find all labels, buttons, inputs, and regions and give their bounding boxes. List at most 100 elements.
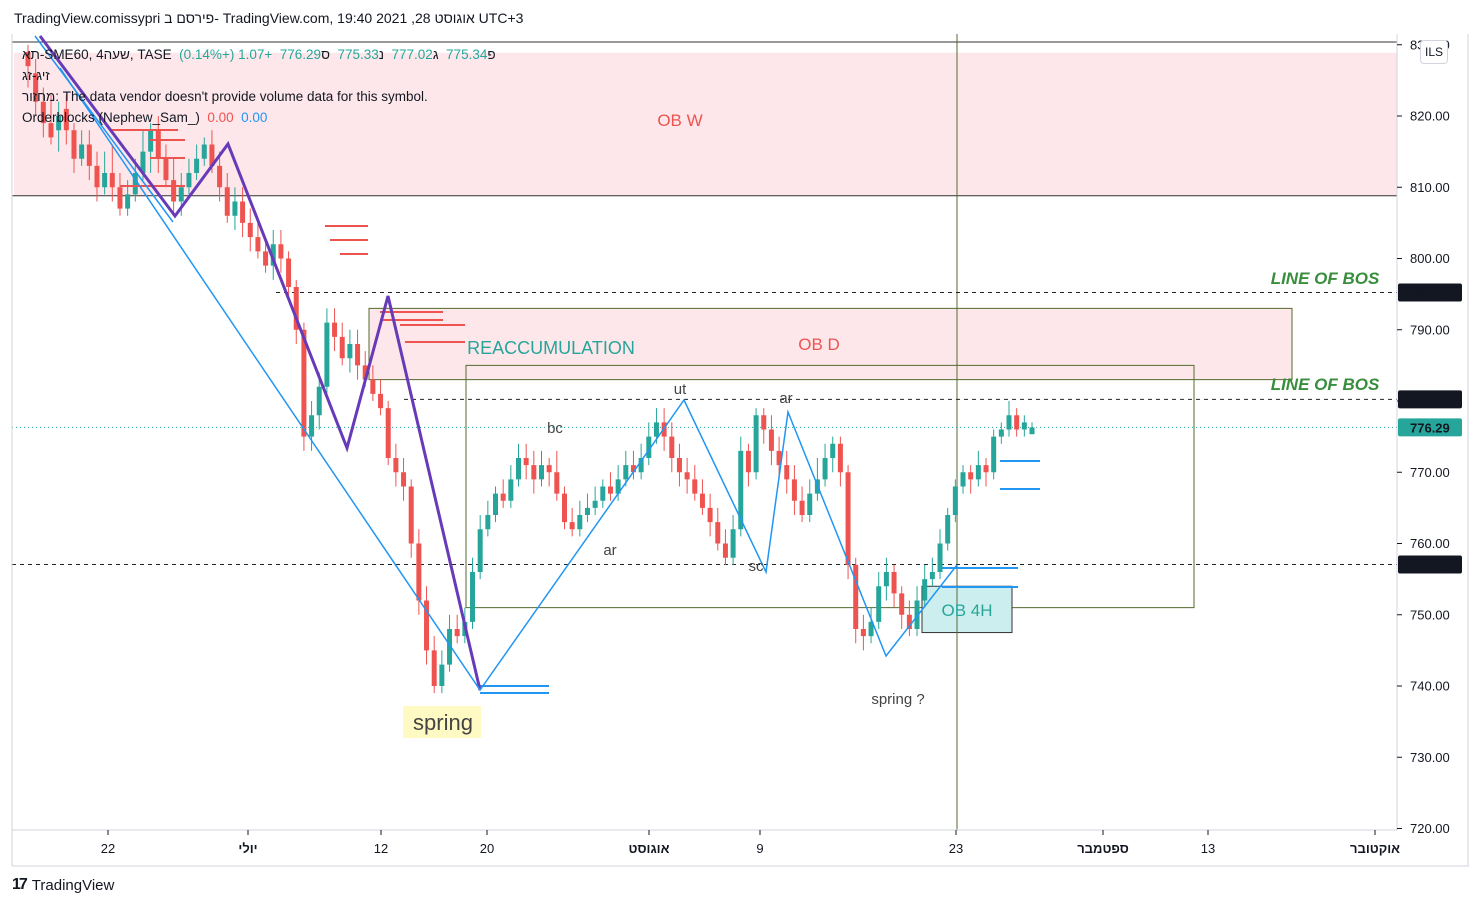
candle-body — [286, 258, 292, 287]
candle-body — [975, 465, 981, 480]
candle-body — [125, 194, 131, 209]
candle-body — [79, 144, 85, 159]
x-tick-label: אוגוסט — [629, 841, 670, 856]
zone-ob-w — [14, 52, 1397, 196]
candle-body — [447, 629, 453, 665]
candle-body — [247, 222, 253, 238]
candle-body — [232, 201, 238, 216]
legend-zigzag[interactable]: זיג-זג — [22, 68, 50, 83]
candle-body — [577, 515, 583, 530]
candle-body — [584, 507, 590, 515]
candle-body — [56, 116, 62, 131]
candle-body — [500, 493, 506, 501]
legend-high: 777.02 — [391, 47, 433, 62]
x-tick-label: 22 — [101, 841, 115, 856]
candle-body — [493, 493, 499, 515]
candle-body — [554, 472, 560, 494]
candle-body — [692, 479, 698, 494]
annotation-label: ar — [603, 542, 616, 559]
candle-body — [646, 436, 652, 458]
candle-body — [538, 465, 544, 480]
candle-body — [63, 108, 69, 131]
legend-volume[interactable]: מחזור: The data vendor doesn't provide v… — [22, 89, 428, 104]
annotation-label: ar — [779, 390, 792, 407]
candle-body — [569, 522, 575, 530]
legend-open-label: פ — [487, 47, 496, 62]
candle-body — [324, 322, 330, 387]
annotation-label: OB 4H — [941, 601, 992, 620]
legend-indicator[interactable]: Orderblocks (Nephew_Sam_) — [22, 110, 200, 125]
candle-body — [899, 593, 905, 615]
candle-body — [991, 436, 997, 473]
candle-body — [715, 522, 721, 544]
currency-button[interactable]: ILS — [1420, 40, 1448, 64]
tradingview-footer[interactable]: 17 TradingView — [12, 876, 114, 894]
candle-body — [853, 564, 859, 629]
candle-body — [830, 443, 836, 458]
candle-body — [699, 493, 705, 508]
candle-body — [178, 187, 184, 202]
candle-body — [768, 429, 774, 451]
y-tick-label: 750.00 — [1410, 607, 1450, 622]
candle-body — [454, 629, 460, 637]
candle-body — [531, 465, 537, 480]
legend-low: 775.33 — [337, 47, 379, 62]
annotation-label: sc — [749, 558, 765, 575]
candle-body — [937, 543, 943, 572]
publish-header: TradingView.comissypri פירסם ב- TradingV… — [14, 10, 524, 26]
x-tick-label: 13 — [1201, 841, 1215, 856]
candle-body — [278, 244, 284, 259]
candle-body — [332, 322, 338, 337]
candle-body — [623, 465, 629, 480]
price-label-box — [1398, 283, 1462, 302]
candle-body — [470, 572, 476, 622]
candle-body — [615, 479, 621, 494]
candle-body — [669, 436, 675, 458]
spring-label-bg — [403, 706, 481, 738]
candle-body — [370, 379, 376, 394]
candle-body — [952, 486, 958, 515]
candle-body — [776, 450, 782, 466]
price-label: 776.29 — [1410, 420, 1450, 435]
legend-low-label: נ — [378, 47, 384, 62]
legend-symbol[interactable]: תא-SME60, 4שעה, TASE — [22, 47, 172, 62]
candle-body — [385, 408, 391, 458]
y-tick-label: 820.00 — [1410, 109, 1450, 124]
candle-body — [40, 101, 46, 124]
zone-ob-d — [368, 307, 1293, 381]
y-tick-label: 770.00 — [1410, 465, 1450, 480]
candle-body — [378, 393, 384, 409]
candle-body — [653, 422, 659, 437]
y-tick-label: 720.00 — [1410, 821, 1450, 836]
candle-body — [71, 130, 77, 159]
candle-body — [516, 458, 522, 480]
candle-body — [1021, 422, 1027, 430]
candle-body — [561, 493, 567, 523]
candle-body — [684, 472, 690, 480]
candle-body — [201, 144, 207, 159]
candle-body — [163, 158, 169, 181]
candle-body — [906, 614, 912, 629]
y-tick-label: 730.00 — [1410, 750, 1450, 765]
candle-body — [355, 344, 361, 366]
annotation-label: bc — [547, 420, 563, 437]
legend-open: 775.34 — [446, 47, 488, 62]
candle-body — [1006, 415, 1012, 430]
annotation-label: LINE OF BOS — [1271, 269, 1380, 288]
candle-body — [998, 429, 1004, 437]
y-tick-label: 810.00 — [1410, 180, 1450, 195]
x-tick-label: 23 — [949, 841, 963, 856]
candle-body — [922, 579, 928, 601]
zigzag-line — [38, 35, 482, 691]
candle-body — [347, 344, 353, 359]
annotation-label: ut — [674, 381, 687, 398]
candle-body — [477, 529, 483, 572]
candle-body — [431, 650, 437, 686]
y-tick-label: 760.00 — [1410, 536, 1450, 551]
candle-body — [485, 515, 491, 530]
price-label-box — [1398, 555, 1462, 574]
candle-body — [929, 572, 935, 580]
candle-body — [33, 73, 39, 102]
annotation-label: LINE OF BOS — [1271, 375, 1380, 394]
